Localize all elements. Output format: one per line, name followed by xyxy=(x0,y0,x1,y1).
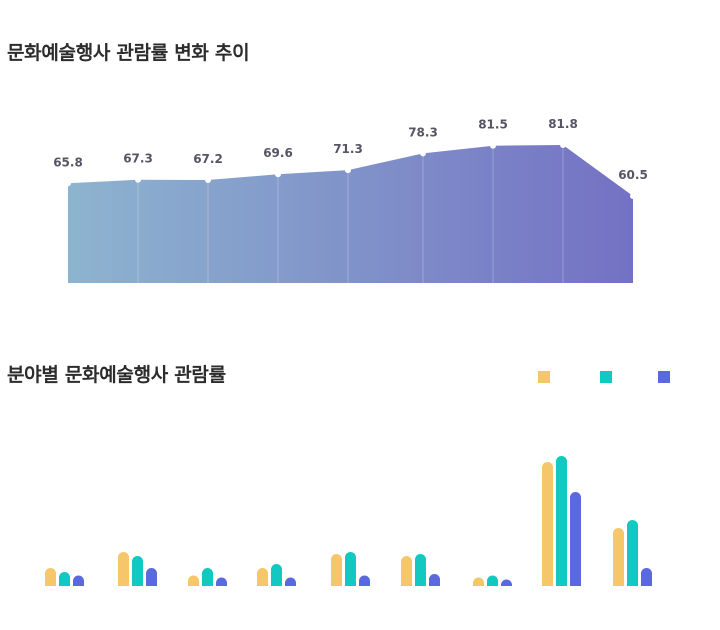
area-data-label: 81.5 xyxy=(478,118,508,132)
area-point xyxy=(560,142,566,148)
area-point xyxy=(275,171,281,178)
bar-series-3 xyxy=(146,568,157,586)
bar-series-3 xyxy=(570,492,581,586)
bar-series-2 xyxy=(345,552,356,586)
area-point xyxy=(420,150,426,157)
bar-series-2 xyxy=(132,556,143,586)
area-data-label: 78.3 xyxy=(408,125,438,139)
area-data-label: 60.5 xyxy=(618,168,648,182)
area-data-label: 67.3 xyxy=(123,152,153,166)
bar-series-2 xyxy=(59,572,70,586)
legend-swatch-1 xyxy=(538,371,550,383)
bar-series-1 xyxy=(188,575,199,586)
area-point xyxy=(135,176,141,183)
bar-series-2 xyxy=(415,554,426,586)
bar-series-2 xyxy=(271,564,282,586)
area-chart-title: 문화예술행사 관람률 변화 추이 xyxy=(7,42,250,64)
bar-series-1 xyxy=(118,552,129,586)
bar-series-1 xyxy=(45,568,56,586)
bar-chart-title: 분야별 문화예술행사 관람률 xyxy=(7,364,226,386)
area-point xyxy=(345,167,351,174)
area-data-label: 69.6 xyxy=(263,146,293,160)
legend-swatch-2 xyxy=(600,371,612,383)
area-chart: 65.8 67.3 67.2 69.6 71.3 78.3 81.5 81.8 60.5 xyxy=(53,117,648,283)
bar-series-3 xyxy=(216,577,227,586)
bar-series-1 xyxy=(613,528,624,586)
area-point xyxy=(630,193,636,199)
area-point xyxy=(65,180,71,187)
area-data-label: 67.2 xyxy=(193,152,223,166)
bar-series-2 xyxy=(487,575,498,586)
bar-series-3 xyxy=(285,577,296,586)
bar-series-1 xyxy=(331,554,342,586)
area-data-label: 81.8 xyxy=(548,117,578,131)
area-point xyxy=(490,142,496,149)
bar-series-1 xyxy=(401,556,412,586)
bar-series-3 xyxy=(429,574,440,586)
area-data-label: 65.8 xyxy=(53,155,83,169)
bar-series-3 xyxy=(641,568,652,586)
bar-series-2 xyxy=(202,568,213,586)
area-point xyxy=(205,176,211,183)
bar-series-3 xyxy=(73,575,84,586)
area-data-label: 71.3 xyxy=(333,142,363,156)
bar-series-1 xyxy=(542,462,553,586)
bar-series-2 xyxy=(556,456,567,586)
legend-swatch-3 xyxy=(658,371,670,383)
bar-series-3 xyxy=(501,579,512,586)
bar-series-3 xyxy=(359,575,370,586)
bar-series-2 xyxy=(627,520,638,586)
bar-series-1 xyxy=(257,568,268,586)
bar-series-1 xyxy=(473,577,484,586)
area-fill xyxy=(68,145,633,283)
